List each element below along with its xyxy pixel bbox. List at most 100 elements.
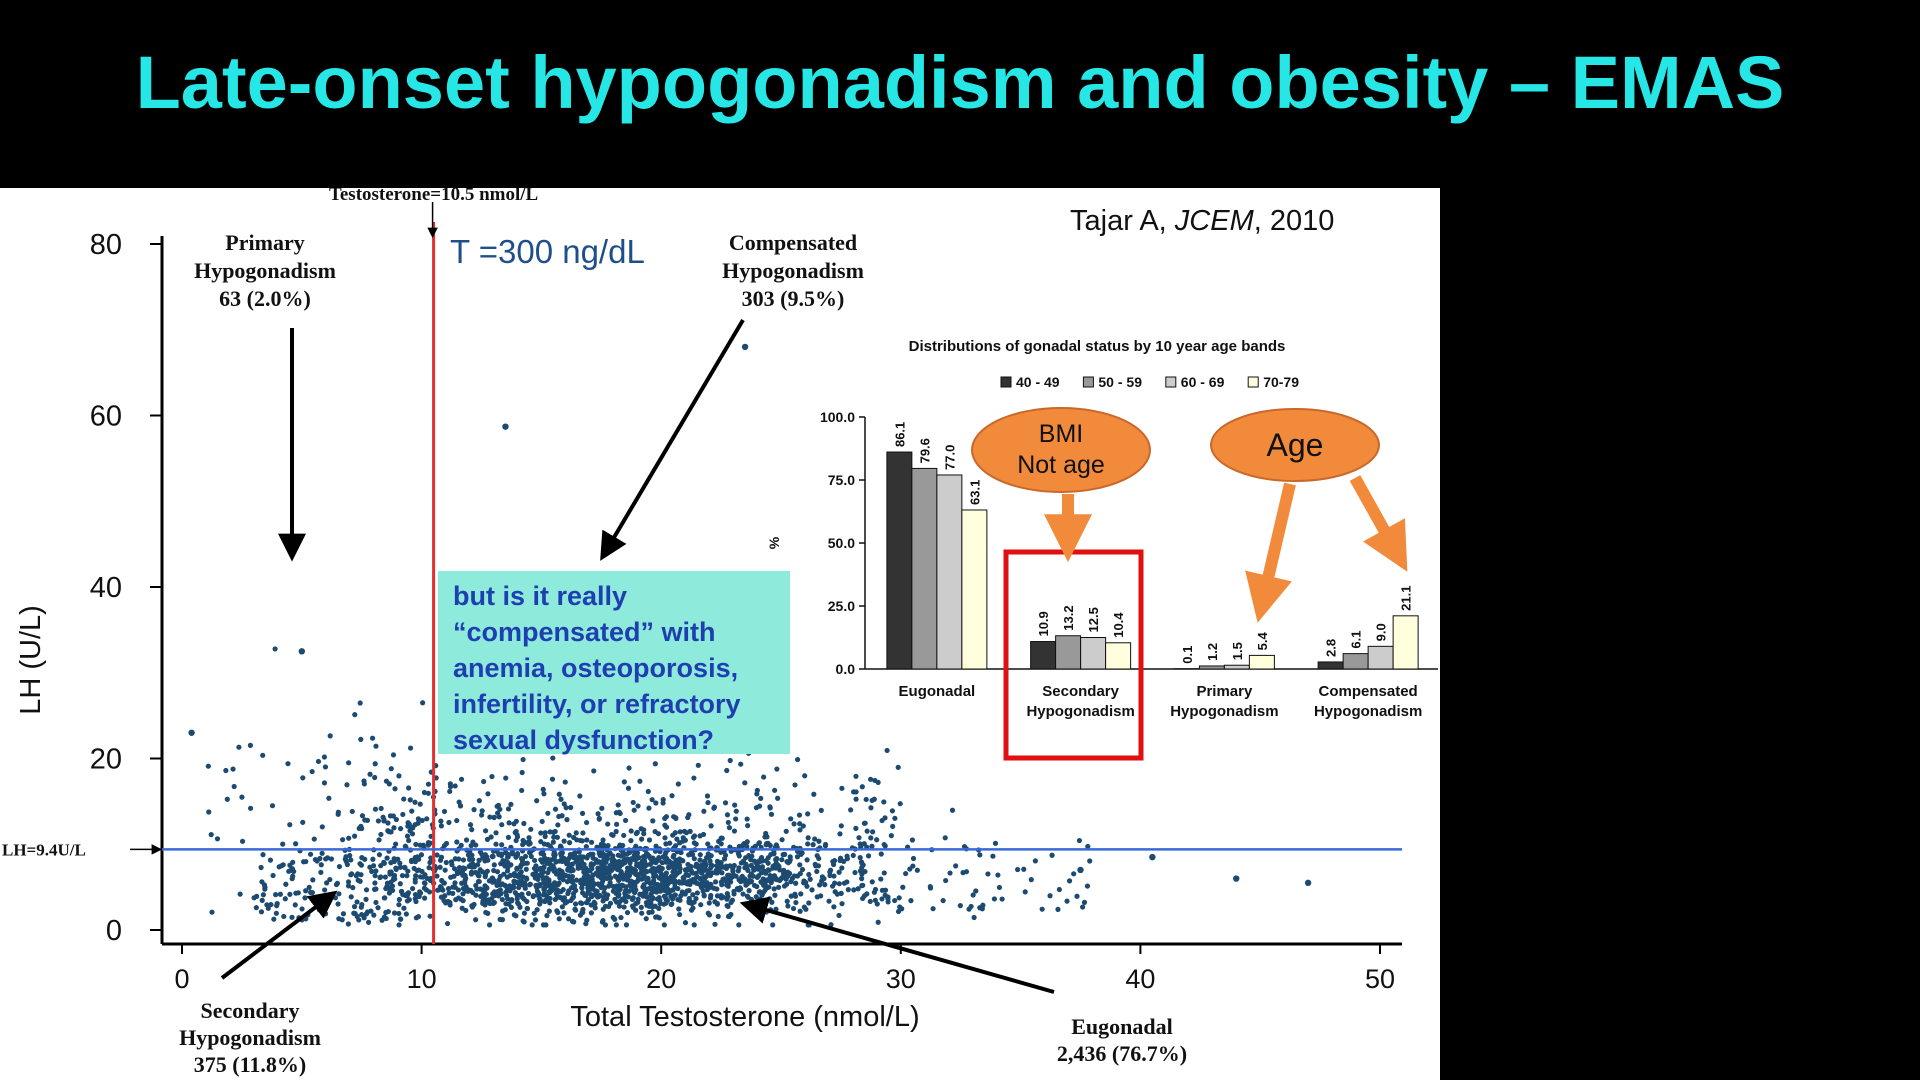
scatter-point	[624, 869, 630, 875]
scatter-point	[489, 773, 495, 780]
inset-legend-swatch	[1165, 376, 1177, 388]
inset-legend-item: 60 - 69	[1165, 374, 1225, 390]
scatter-point	[630, 866, 636, 873]
scatter-point	[597, 892, 603, 899]
scatter-point	[677, 897, 683, 903]
secondary-label-line-1: Secondary	[201, 998, 300, 1023]
scatter-point	[503, 775, 509, 781]
scatter-point	[417, 801, 423, 807]
scatter-point	[1055, 906, 1061, 912]
scatter-point	[484, 868, 490, 874]
scatter-point	[1077, 866, 1084, 874]
scatter-point	[695, 762, 701, 768]
scatter-point	[639, 836, 645, 842]
scatter-point	[853, 773, 859, 779]
inset-legend-item: 40 - 49	[1000, 374, 1060, 390]
scatter-point	[514, 852, 520, 859]
scatter-point	[486, 922, 493, 928]
scatter-point	[322, 887, 328, 893]
scatter-point	[850, 852, 856, 859]
scatter-point	[376, 852, 383, 858]
scatter-point	[600, 843, 606, 849]
scatter-point	[322, 764, 329, 770]
scatter-point	[799, 866, 806, 873]
scatter-point	[627, 860, 633, 866]
scatter-point	[421, 789, 428, 796]
scatter-point	[872, 897, 878, 903]
scatter-point	[291, 868, 297, 875]
scatter-point	[696, 867, 703, 873]
scatter-point	[473, 892, 479, 898]
scatter-point	[995, 872, 1001, 878]
scatter-point	[1080, 904, 1086, 910]
scatter-point	[621, 832, 627, 839]
scatter-point	[601, 857, 607, 863]
scatter-point	[411, 865, 417, 872]
inset-y-tick-label: 50.0	[828, 535, 855, 551]
scatter-point	[645, 875, 651, 881]
scatter-point	[573, 856, 579, 862]
scatter-point	[754, 883, 760, 890]
scatter-point	[452, 856, 458, 862]
scatter-point	[521, 820, 527, 827]
scatter-point	[875, 919, 881, 925]
scatter-point	[1056, 886, 1062, 893]
scatter-point	[508, 862, 514, 868]
scatter-point	[566, 840, 573, 846]
scatter-point	[231, 783, 237, 790]
scatter-point	[927, 885, 934, 891]
scatter-point	[789, 875, 795, 882]
bmi-callout	[971, 407, 1151, 493]
scatter-point	[526, 839, 532, 845]
scatter-point	[909, 837, 916, 843]
inset-bar	[1198, 665, 1225, 670]
scatter-point	[460, 898, 466, 904]
scatter-point	[370, 863, 377, 869]
scatter-point	[546, 908, 552, 914]
scatter-point	[372, 761, 378, 767]
scatter-point	[344, 782, 350, 788]
scatter-point	[251, 895, 257, 901]
inset-bar	[1342, 653, 1369, 670]
scatter-point	[869, 797, 875, 804]
scatter-point	[949, 807, 956, 813]
question-line-3: anemia, osteoporosis,	[453, 653, 738, 683]
scatter-point	[691, 922, 697, 928]
scatter-point	[312, 896, 318, 902]
compensated-label-line-3: 303 (9.5%)	[742, 286, 845, 311]
scatter-point	[607, 850, 613, 856]
scatter-point	[463, 837, 470, 843]
scatter-point	[559, 904, 565, 910]
scatter-point	[522, 853, 529, 860]
scatter-point	[580, 854, 587, 860]
scatter-point	[985, 871, 991, 877]
scatter-point	[714, 858, 720, 864]
scatter-point	[910, 855, 917, 862]
scatter-point	[761, 774, 767, 780]
scatter-point	[592, 892, 598, 898]
scatter-point	[422, 895, 428, 901]
scatter-point	[642, 863, 648, 870]
scatter-point	[715, 866, 722, 872]
scatter-point	[356, 917, 362, 923]
scatter-point	[622, 817, 629, 824]
scatter-point	[627, 879, 634, 886]
inset-bar-value-label: 0.1	[1180, 646, 1195, 664]
inset-legend-swatch	[1000, 376, 1012, 388]
scatter-point	[668, 901, 674, 908]
scatter-point	[1028, 877, 1034, 883]
inset-bar-value-label: 63.1	[967, 480, 982, 505]
scatter-point	[526, 835, 532, 841]
scatter-point	[644, 850, 650, 857]
scatter-point	[650, 855, 656, 861]
scatter-point	[404, 873, 410, 879]
scatter-point	[282, 896, 288, 902]
scatter-point	[757, 857, 763, 864]
scatter-point	[980, 902, 986, 908]
scatter-point	[691, 856, 697, 862]
scatter-point	[363, 896, 369, 902]
scatter-point	[896, 895, 902, 901]
scatter-point	[552, 896, 558, 903]
scatter-point	[864, 828, 870, 834]
scatter-point	[253, 905, 259, 911]
